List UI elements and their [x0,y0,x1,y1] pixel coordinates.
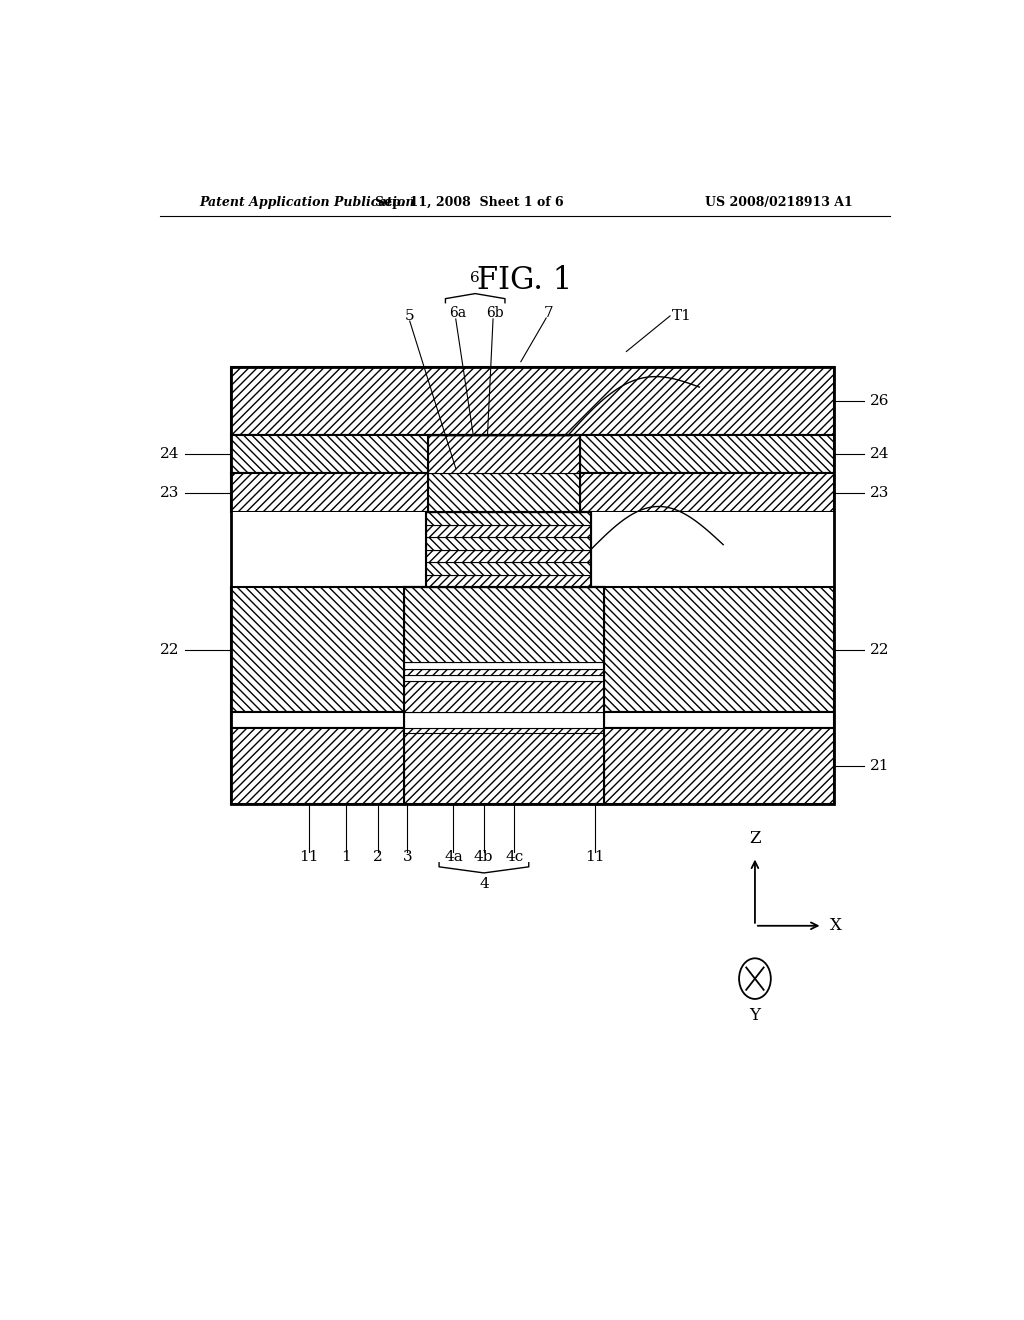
Bar [231,474,835,512]
Text: 23: 23 [870,486,890,500]
Text: 4b: 4b [474,850,494,863]
Bar [426,574,591,587]
Bar [231,587,835,713]
Text: 6b: 6b [485,306,504,319]
Bar [231,727,835,804]
Text: T1: T1 [672,309,691,323]
Bar [426,549,591,562]
Bar [404,713,604,727]
Text: 11: 11 [299,850,318,863]
Bar [404,675,604,681]
Text: 5: 5 [404,309,415,323]
Bar [404,587,604,663]
Bar [404,663,604,669]
Text: 24: 24 [160,447,179,461]
Text: 23: 23 [160,486,179,500]
Bar [231,713,835,727]
Text: 6a: 6a [449,306,466,319]
Text: 21: 21 [870,759,890,772]
Text: Patent Application Publication: Patent Application Publication [200,195,415,209]
Text: 11: 11 [585,850,604,863]
Text: 4a: 4a [444,850,463,863]
Bar [428,434,581,474]
Bar [231,367,835,434]
Text: Z: Z [750,829,761,846]
Text: 4c: 4c [506,850,523,863]
Text: Sep. 11, 2008  Sheet 1 of 6: Sep. 11, 2008 Sheet 1 of 6 [375,195,563,209]
Text: 4: 4 [479,876,488,891]
Text: X: X [830,917,842,935]
Text: Y: Y [750,1007,761,1024]
Bar [426,524,591,537]
Text: 26: 26 [870,393,890,408]
Text: 6: 6 [470,272,480,285]
Bar [231,434,835,474]
Text: 22: 22 [870,643,890,657]
Text: FIG. 1: FIG. 1 [477,265,572,296]
Text: 22: 22 [160,643,179,657]
Bar [404,681,604,713]
Text: 3: 3 [402,850,412,863]
Text: 7: 7 [544,306,553,319]
Bar [426,562,591,574]
Bar [231,512,835,587]
Bar [426,512,591,524]
Bar [428,474,581,512]
Bar [404,669,604,675]
Bar [426,537,591,549]
Text: US 2008/0218913 A1: US 2008/0218913 A1 [705,195,853,209]
Text: 24: 24 [870,447,890,461]
Bar [231,367,835,804]
Text: 2: 2 [373,850,383,863]
Bar [404,733,604,804]
Text: 1: 1 [341,850,351,863]
